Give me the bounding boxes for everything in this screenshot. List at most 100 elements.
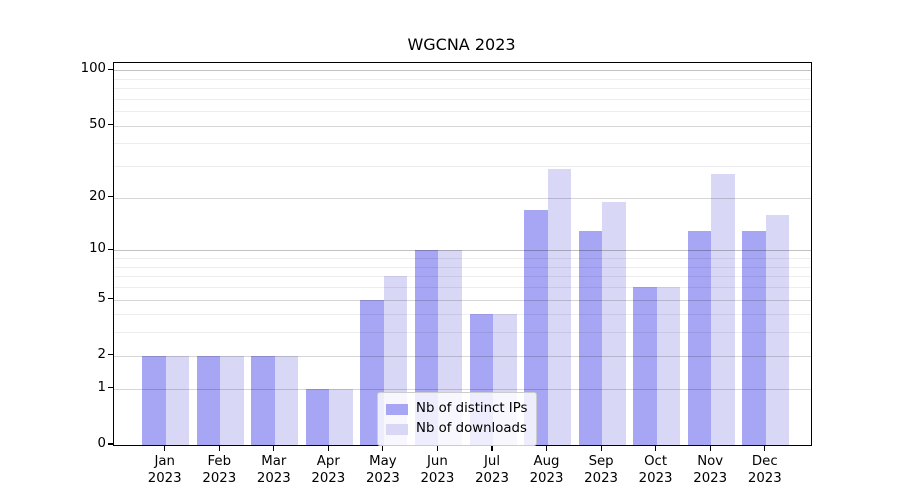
chart-title: WGCNA 2023	[407, 35, 516, 54]
x-tick-label-line: Jan	[154, 454, 175, 469]
legend-item-downloads: Nb of downloads	[386, 419, 527, 439]
x-tick-label-apr-2023: Apr 2023	[311, 453, 345, 487]
x-tick-label-line: 2023	[584, 471, 619, 486]
x-tick-mark-jun-2023	[436, 445, 438, 451]
bar-nb-of-distinct-ips	[687, 230, 712, 445]
gridline-minor-60	[114, 111, 811, 113]
bar-nb-of-downloads	[711, 174, 735, 445]
x-tick-label-line: 2023	[365, 471, 400, 486]
x-tick-label-line: 2023	[256, 471, 291, 486]
bar-nb-of-downloads	[547, 168, 572, 445]
x-tick-label-line: 2023	[202, 471, 237, 486]
gridline-minor-9	[114, 258, 811, 259]
legend-label-downloads: Nb of downloads	[416, 421, 527, 436]
x-tick-label-line: Dec	[751, 454, 778, 469]
x-tick-label-oct-2023: Oct 2023	[639, 453, 673, 487]
x-tick-mark-aug-2023	[545, 445, 548, 451]
x-tick-label-line: Jul	[483, 454, 501, 469]
bar-nb-of-distinct-ips	[633, 287, 657, 445]
y-tick-mark-2	[108, 354, 113, 356]
bar-nb-of-downloads	[602, 201, 626, 445]
legend-swatch-distinct-ips	[386, 403, 408, 415]
legend-label-distinct-ips: Nb of distinct IPs	[416, 401, 528, 416]
y-tick-label-100: 100	[80, 61, 106, 77]
x-tick-label-may-2023: May 2023	[366, 453, 400, 487]
x-tick-label-line: Oct	[644, 454, 668, 469]
y-tick-label-10: 10	[89, 241, 106, 257]
x-tick-label-jan-2023: Jan 2023	[148, 453, 182, 487]
bar-nb-of-distinct-ips	[742, 230, 766, 445]
bar-nb-of-distinct-ips	[251, 355, 275, 445]
x-tick-label-jun-2023: Jun 2023	[420, 453, 454, 487]
bar-nb-of-downloads	[765, 214, 790, 445]
x-tick-mark-mar-2023	[273, 445, 275, 451]
y-tick-label-2: 2	[97, 346, 106, 362]
gridline-major-50	[114, 125, 811, 127]
x-tick-label-line: 2023	[311, 471, 346, 486]
x-tick-label-line: Sep	[588, 454, 614, 469]
bar-nb-of-downloads	[220, 355, 244, 445]
y-tick-mark-0	[108, 443, 113, 445]
x-tick-label-line: Apr	[316, 454, 340, 469]
bar-nb-of-distinct-ips	[305, 388, 330, 445]
x-tick-label-line: May	[369, 454, 397, 469]
bar-nb-of-distinct-ips	[578, 230, 603, 445]
x-tick-label-line: 2023	[747, 471, 782, 486]
gridline-minor-70	[114, 98, 811, 100]
x-tick-mark-feb-2023	[218, 445, 220, 451]
gridline-major-10	[114, 250, 811, 252]
x-tick-label-dec-2023: Dec 2023	[748, 453, 782, 487]
gridline-major-2	[114, 355, 811, 357]
x-tick-mark-dec-2023	[764, 445, 766, 451]
y-tick-label-50: 50	[89, 116, 106, 132]
y-tick-label-20: 20	[89, 188, 106, 204]
x-tick-label-line: 2023	[147, 471, 182, 486]
bar-nb-of-distinct-ips	[142, 355, 166, 445]
x-tick-label-line: Feb	[207, 454, 232, 469]
gridline-major-20	[114, 197, 811, 199]
y-tick-mark-100	[108, 68, 113, 70]
x-tick-label-line: 2023	[529, 471, 564, 486]
legend: Nb of distinct IPs Nb of downloads	[377, 392, 538, 446]
bar-nb-of-downloads	[329, 388, 353, 445]
x-tick-mark-sep-2023	[600, 445, 602, 451]
x-tick-label-nov-2023: Nov 2023	[693, 453, 727, 487]
x-tick-label-line: Jun	[427, 454, 448, 469]
x-tick-label-aug-2023: Aug 2023	[530, 453, 564, 487]
x-tick-label-line: 2023	[420, 471, 455, 486]
bar-nb-of-distinct-ips	[196, 355, 221, 445]
gridline-minor-3	[114, 332, 811, 334]
gridline-minor-6	[114, 287, 811, 288]
gridline-minor-8	[114, 266, 811, 268]
legend-swatch-downloads	[386, 423, 408, 435]
x-tick-mark-oct-2023	[655, 445, 657, 451]
gridline-major-100	[114, 70, 811, 72]
plot-area	[113, 62, 812, 446]
bar-nb-of-downloads	[274, 355, 299, 445]
y-tick-label-1: 1	[97, 379, 106, 395]
gridline-minor-7	[114, 276, 811, 278]
gridline-minor-4	[114, 314, 811, 316]
y-tick-label-5: 5	[97, 290, 106, 306]
gridline-minor-40	[114, 143, 811, 145]
gridline-major-5	[114, 299, 811, 301]
bar-nb-of-distinct-ips	[524, 210, 548, 445]
x-tick-mark-jan-2023	[164, 445, 166, 451]
x-tick-label-feb-2023: Feb 2023	[202, 453, 236, 487]
bar-nb-of-downloads	[165, 355, 190, 445]
x-tick-label-mar-2023: Mar 2023	[257, 453, 291, 487]
x-tick-label-line: 2023	[638, 471, 673, 486]
x-tick-label-line: Mar	[261, 454, 287, 469]
gridline-minor-30	[114, 166, 811, 168]
gridline-minor-80	[114, 88, 811, 90]
y-tick-mark-5	[108, 297, 113, 300]
x-tick-mark-jul-2023	[491, 445, 493, 451]
x-tick-label-jul-2023: Jul 2023	[475, 453, 509, 487]
x-tick-label-line: 2023	[693, 471, 728, 486]
legend-item-distinct-ips: Nb of distinct IPs	[386, 399, 527, 419]
y-tick-mark-10	[108, 248, 113, 250]
x-tick-label-line: 2023	[475, 471, 509, 486]
gridline-minor-90	[114, 78, 811, 80]
x-tick-label-sep-2023: Sep 2023	[584, 453, 618, 487]
